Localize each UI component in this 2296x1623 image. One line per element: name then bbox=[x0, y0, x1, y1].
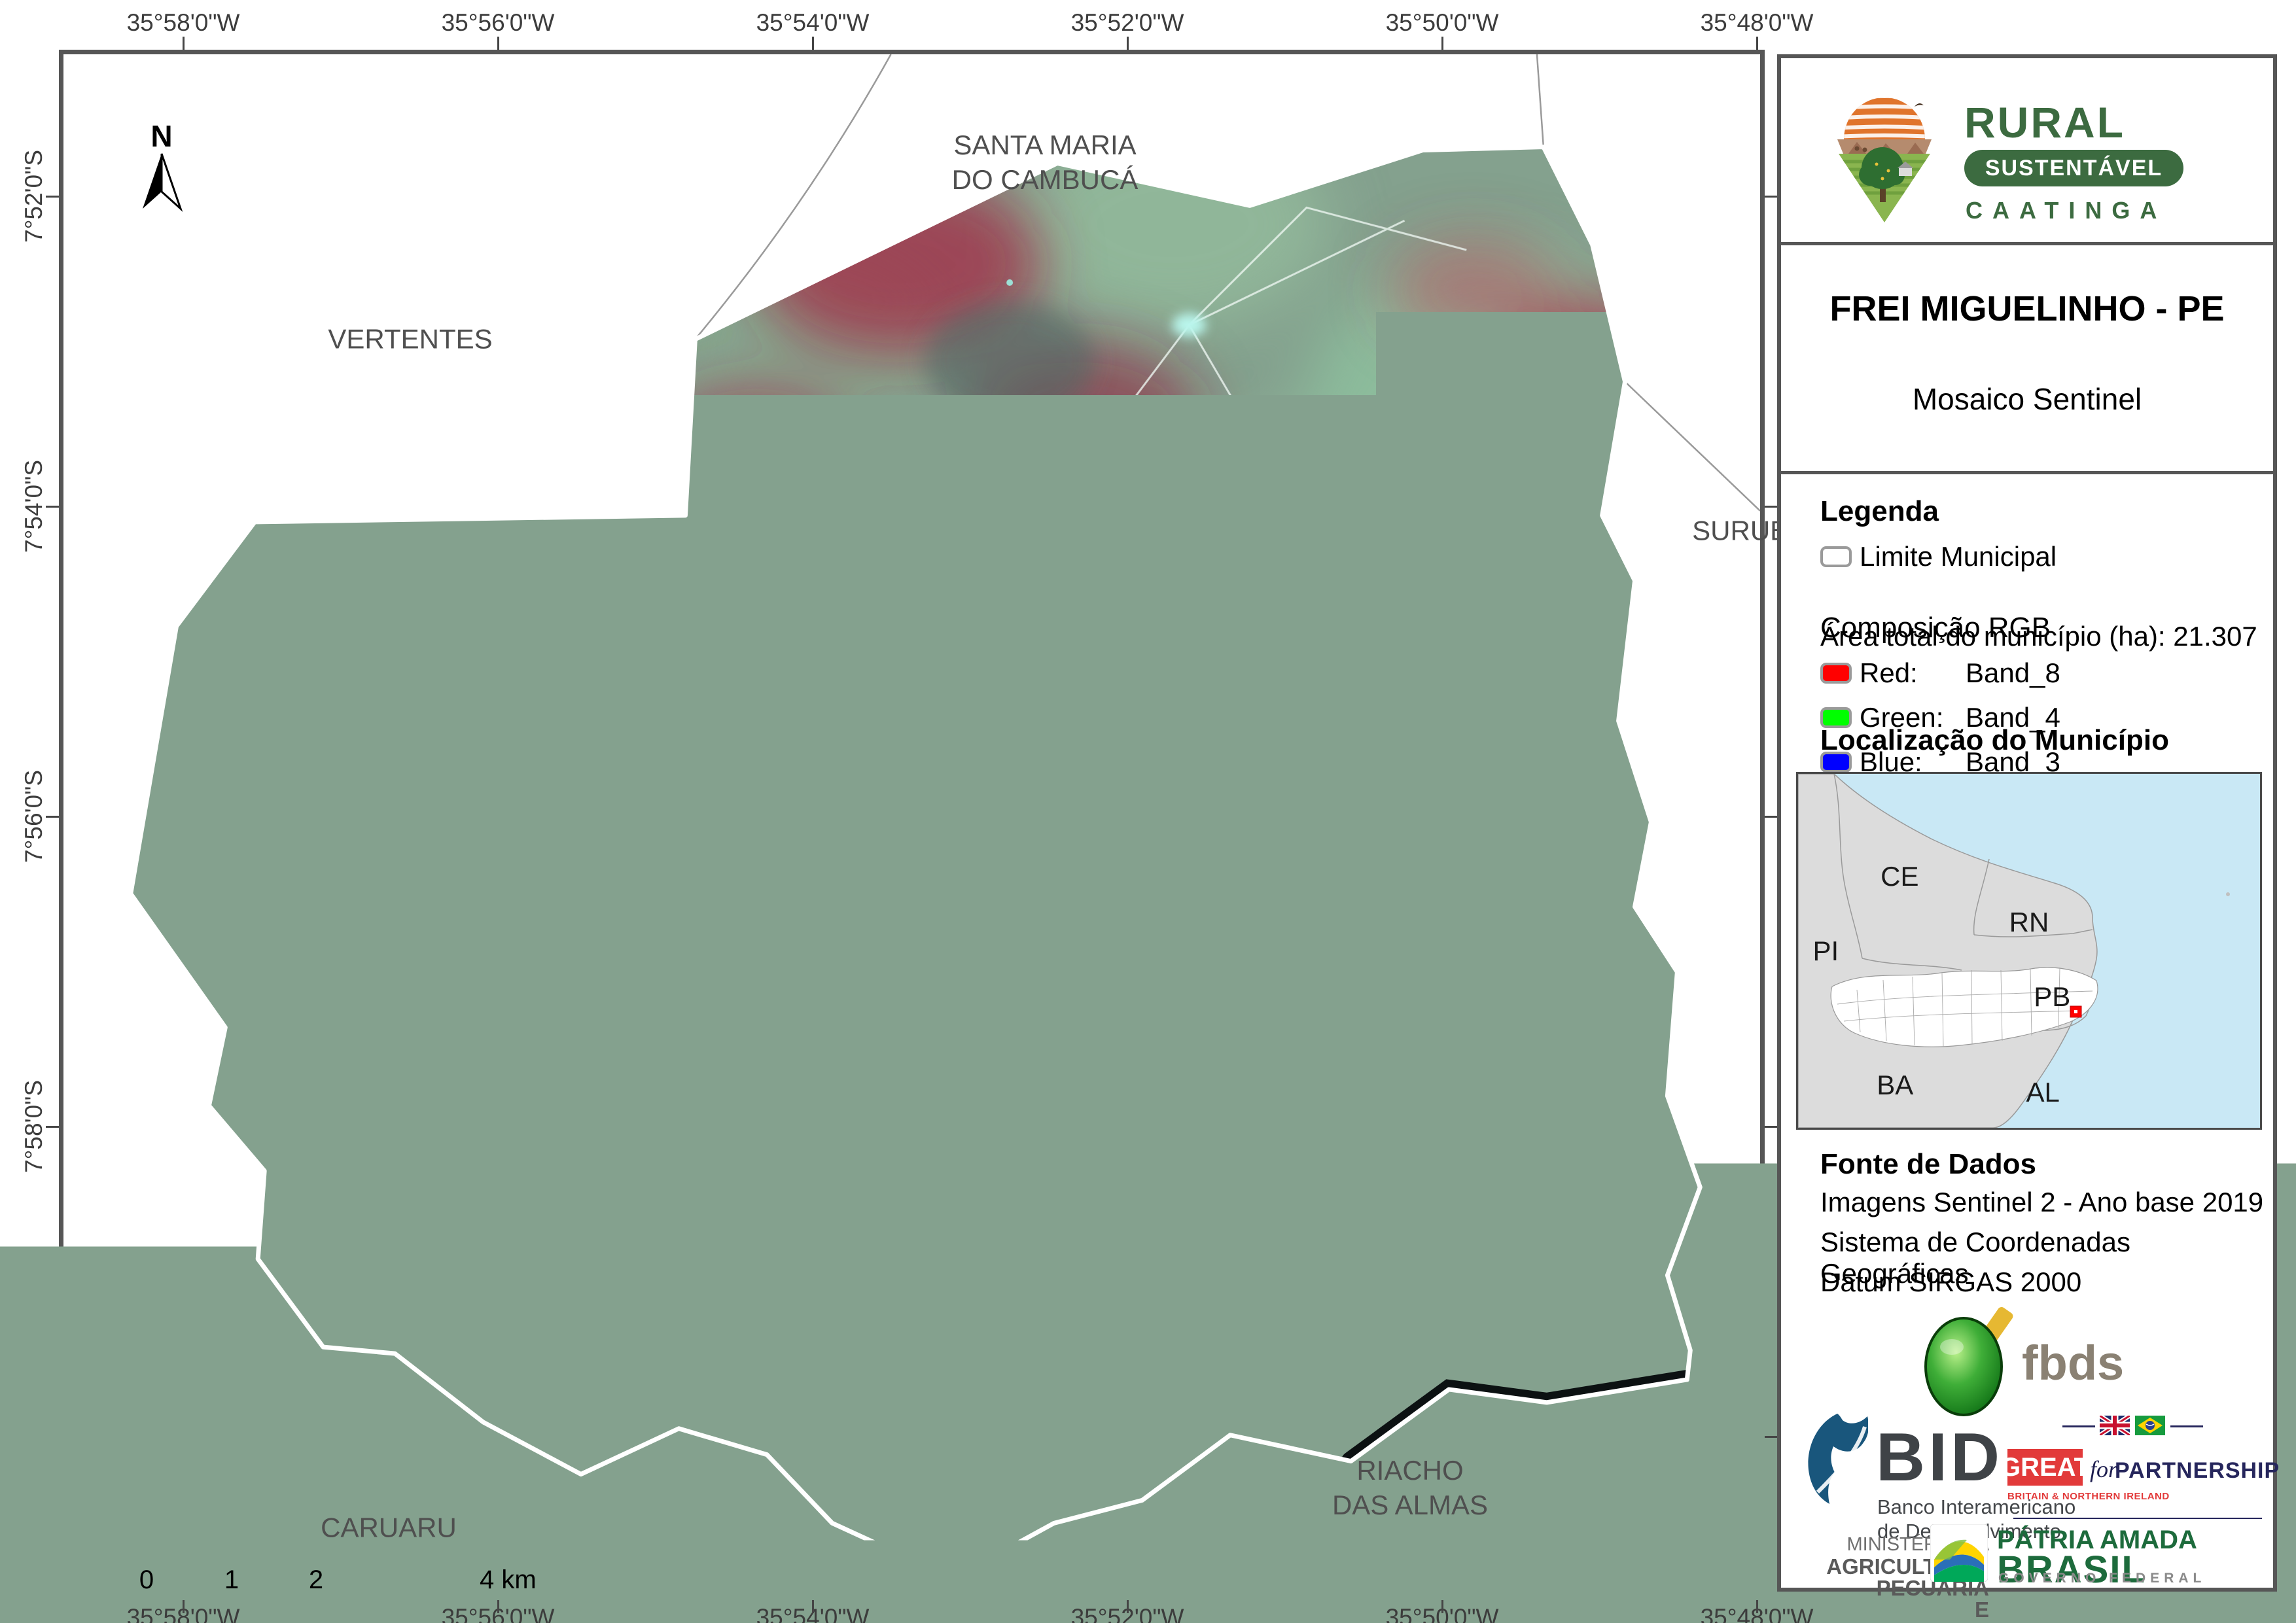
map-title: FREI MIGUELINHO - PE bbox=[1781, 288, 2273, 329]
legend-heading: Legenda bbox=[1820, 495, 1939, 528]
north-arrow-icon bbox=[139, 151, 185, 213]
scale-1: 1 bbox=[224, 1565, 239, 1595]
fbds-logo-icon bbox=[1920, 1299, 2019, 1416]
brand-tagline: CAATINGA bbox=[1966, 197, 2166, 224]
limite-municipal-swatch bbox=[1820, 546, 1852, 567]
source-line: Datum SIRGAS 2000 bbox=[1820, 1266, 2081, 1298]
lon-label-top: 35°56'0"W bbox=[442, 9, 555, 37]
fbds-label: fbds bbox=[2022, 1335, 2124, 1391]
map-layout-page: N SANTA MARIA DO CAMBUCÁ VERTENTES SURUB… bbox=[0, 0, 2296, 1623]
legend-limite-row: Limite Municipal bbox=[1820, 541, 2057, 572]
lon-label-top: 35°48'0"W bbox=[1701, 9, 1814, 37]
lat-label: 8°0'0"S bbox=[20, 1397, 48, 1476]
brazil-flag-icon bbox=[2135, 1416, 2165, 1435]
red-band-value: Band_8 bbox=[1966, 657, 2060, 689]
area-total-label: Área total do município (ha): 21.307 bbox=[1820, 621, 2257, 652]
bid-logo-icon bbox=[1799, 1410, 1868, 1505]
source-line: Imagens Sentinel 2 - Ano base 2019 bbox=[1820, 1187, 2263, 1218]
sentinel-mosaic bbox=[63, 54, 1760, 1596]
uk-flag-icon bbox=[2100, 1416, 2130, 1435]
scale-4km: 4 km bbox=[480, 1565, 537, 1595]
great-for-label: for bbox=[2090, 1456, 2117, 1483]
source-heading: Fonte de Dados bbox=[1820, 1148, 2036, 1181]
scale-0: 0 bbox=[139, 1565, 154, 1595]
brand-title: RURAL bbox=[1964, 97, 2125, 147]
label-riacho-das-almas: RIACHO DAS ALMAS bbox=[1332, 1453, 1488, 1522]
partnership-label: PARTNERSHIP bbox=[2115, 1458, 2280, 1484]
label-santa-maria: SANTA MARIA DO CAMBUCÁ bbox=[952, 128, 1139, 197]
scale-2: 2 bbox=[309, 1565, 323, 1595]
location-heading: Localização do Município bbox=[1820, 724, 2169, 757]
great-sub-label: BRITAIN & NORTHERN IRELAND bbox=[2007, 1491, 2170, 1502]
lon-label-top: 35°50'0"W bbox=[1386, 9, 1499, 37]
limite-municipal-label: Limite Municipal bbox=[1860, 541, 2057, 572]
red-band-swatch bbox=[1820, 663, 1852, 684]
legend-red-row: Red: Band_8 bbox=[1820, 657, 2060, 689]
lat-label: 7°52'0"S bbox=[20, 150, 48, 243]
sidebar-panel: RURAL SUSTENTÁVEL CAATINGA FREI MIGUELIN… bbox=[1777, 54, 2277, 1592]
state-label-pi: PI bbox=[1813, 935, 1839, 967]
red-band-label: Red: bbox=[1860, 657, 1958, 689]
north-label: N bbox=[139, 118, 185, 154]
state-label-pb: PB bbox=[2034, 981, 2070, 1013]
lon-label-top: 35°54'0"W bbox=[756, 9, 870, 37]
governo-federal-logo-icon bbox=[1930, 1524, 1988, 1582]
satellite-imagery bbox=[63, 54, 1760, 1596]
map-subtitle: Mosaico Sentinel bbox=[1781, 381, 2273, 417]
state-label-ce: CE bbox=[1881, 861, 1918, 892]
great-logo: GREAT bbox=[2007, 1449, 2083, 1486]
state-label-rn: RN bbox=[2009, 907, 2049, 938]
lat-label: 7°58'0"S bbox=[20, 1080, 48, 1173]
lat-label: 7°54'0"S bbox=[20, 460, 48, 553]
lon-label-top: 35°52'0"W bbox=[1071, 9, 1184, 37]
rural-sustentavel-caatinga-logo-icon bbox=[1819, 69, 1950, 229]
brand-subtitle: SUSTENTÁVEL bbox=[1964, 150, 2183, 186]
governo-federal-label: GOVERNO FEDERAL bbox=[1998, 1571, 2206, 1586]
label-vertentes: VERTENTES bbox=[328, 322, 492, 357]
map-frame: N SANTA MARIA DO CAMBUCÁ VERTENTES SURUB… bbox=[59, 50, 1765, 1600]
state-label-ba: BA bbox=[1877, 1070, 1913, 1101]
state-label-al: AL bbox=[2026, 1077, 2059, 1108]
lon-label-top: 35°58'0"W bbox=[127, 9, 240, 37]
label-caruaru: CARUARU bbox=[321, 1510, 457, 1545]
lat-label: 7°56'0"S bbox=[20, 770, 48, 863]
bid-acronym: BID bbox=[1876, 1419, 2003, 1497]
location-inset-map: CE RN PI PB BA AL bbox=[1796, 772, 2262, 1130]
